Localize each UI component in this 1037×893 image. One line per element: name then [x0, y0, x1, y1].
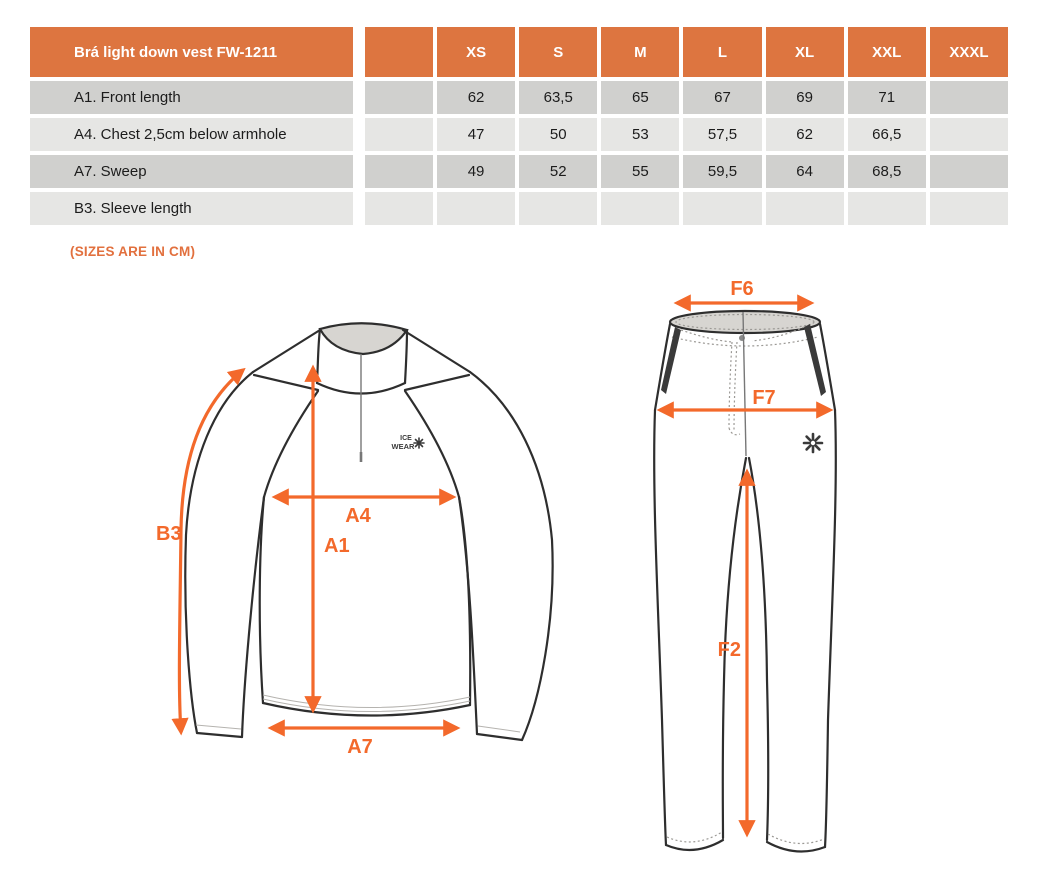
pants-measurement-diagram: F6 F7 F2 [653, 280, 837, 853]
sweater-measurement-diagram: ICE WEAR B3 A4 A1 A7 [156, 322, 554, 758]
measurement-value-cell [929, 192, 1008, 225]
measurement-label: A7. Sweep [30, 155, 353, 188]
measurement-value-cell: 71 [847, 81, 926, 114]
label-a7: A7 [347, 736, 373, 758]
measure-b3-arrow [171, 367, 246, 736]
pants-outline [653, 322, 837, 853]
size-header-s: S [519, 27, 598, 77]
label-a4: A4 [345, 505, 371, 527]
logo-snowflake-icon [413, 437, 425, 449]
measurement-value-cell: 63,5 [519, 81, 598, 114]
label-f7: F7 [752, 387, 775, 409]
measurement-value-cell: 47 [437, 118, 516, 151]
measurement-value-cell: 55 [601, 155, 680, 188]
size-header-m: M [601, 27, 680, 77]
measurement-row: B3. Sleeve length [30, 192, 1008, 225]
row-spacer-cell [365, 155, 433, 188]
measurement-value-cell: 57,5 [683, 118, 762, 151]
sweater-collar [315, 322, 409, 395]
measurement-value-cell: 66,5 [847, 118, 926, 151]
measurement-value-cell: 53 [601, 118, 680, 151]
measurement-value-cell: 50 [519, 118, 598, 151]
svg-text:ICE: ICE [400, 435, 412, 442]
pants-snowflake-icon [802, 432, 824, 454]
sweater-body [258, 495, 472, 717]
svg-text:WEAR: WEAR [392, 442, 415, 451]
row-spacer-cell [365, 118, 433, 151]
label-b3: B3 [156, 523, 182, 545]
table-body: A1. Front length 62 63,5 65 67 69 71 A4. Chest … [30, 81, 1008, 225]
sweater-sleeves [184, 370, 554, 742]
measurement-value-cell: 65 [601, 81, 680, 114]
measurement-value-cell: 62 [437, 81, 516, 114]
measurement-value-cell [437, 192, 516, 225]
size-header-xxxl: XXXL [929, 27, 1008, 77]
measurement-value-cell: 49 [437, 155, 516, 188]
measurement-row: A1. Front length 62 63,5 65 67 69 71 [30, 81, 1008, 114]
label-f6: F6 [730, 280, 753, 300]
measurement-value-cell [929, 118, 1008, 151]
measurement-value-cell [601, 192, 680, 225]
measurement-label: A1. Front length [30, 81, 353, 114]
row-spacer-cell [365, 81, 433, 114]
measurement-row: A7. Sweep 49 52 55 59,5 64 68,5 [30, 155, 1008, 188]
pants-pockets [661, 324, 826, 396]
label-f2: F2 [718, 639, 741, 661]
measurement-label: A4. Chest 2,5cm below armhole [30, 118, 353, 151]
label-a1: A1 [324, 535, 350, 557]
measurement-value-cell: 64 [765, 155, 844, 188]
pants-waistband [668, 309, 822, 347]
measurement-value-cell [929, 81, 1008, 114]
measurement-label: B3. Sleeve length [30, 192, 353, 225]
size-header-xs: XS [437, 27, 516, 77]
size-header-xxl: XXL [847, 27, 926, 77]
table-title: Brá light down vest FW-1211 [30, 27, 353, 77]
measurement-value-cell [683, 192, 762, 225]
measurement-value-cell: 62 [765, 118, 844, 151]
measurement-value-cell: 69 [765, 81, 844, 114]
measurement-row: A4. Chest 2,5cm below armhole 47 50 53 57,5 6… [30, 118, 1008, 151]
units-note: (SIZES ARE IN CM) [70, 244, 196, 259]
size-header-xl: XL [765, 27, 844, 77]
measurement-value-cell [847, 192, 926, 225]
measurement-value-cell [765, 192, 844, 225]
icewear-logo: ICE WEAR [392, 435, 425, 451]
measurement-value-cell [929, 155, 1008, 188]
pants-fly [728, 311, 747, 457]
measurement-value-cell: 68,5 [847, 155, 926, 188]
measurement-value-cell: 52 [519, 155, 598, 188]
table-header-row: Brá light down vest FW-1211 XS S M L XL … [30, 27, 1008, 77]
size-header-l: L [683, 27, 762, 77]
row-spacer-cell [365, 192, 433, 225]
measurement-value-cell [519, 192, 598, 225]
measurement-value-cell: 67 [683, 81, 762, 114]
size-table: Brá light down vest FW-1211 XS S M L XL … [30, 27, 1008, 229]
measurement-value-cell: 59,5 [683, 155, 762, 188]
table-header-spacer [365, 27, 433, 77]
